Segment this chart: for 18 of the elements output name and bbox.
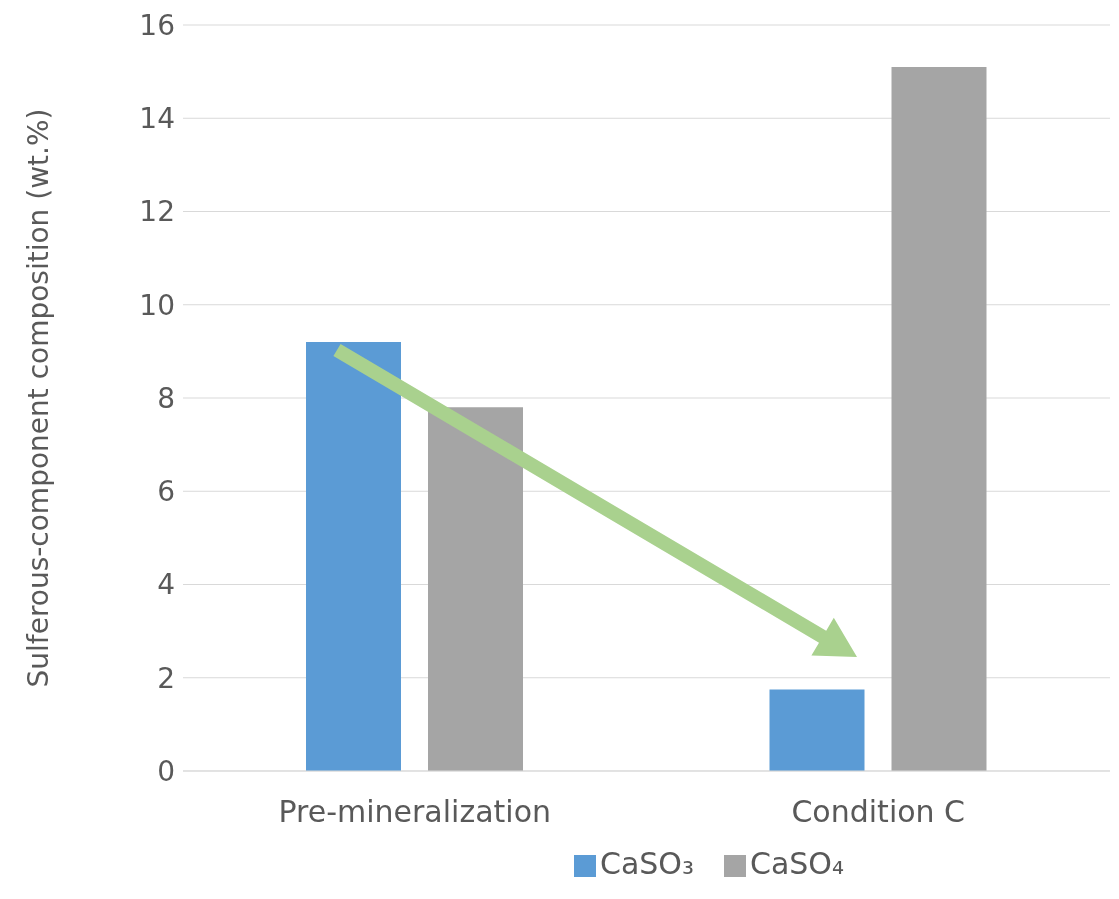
bar: [891, 66, 987, 771]
y-tick-label: 14: [139, 102, 175, 136]
x-tick-label: Pre-mineralization: [278, 794, 552, 830]
y-tick-label: 6: [157, 475, 175, 509]
y-tick-label: 10: [139, 288, 175, 322]
y-tick-label: 8: [157, 381, 175, 415]
x-tick-label: Condition C: [791, 794, 966, 830]
y-tick-label: 2: [157, 661, 175, 695]
y-tick-label: 16: [139, 8, 175, 42]
y-axis-title: Sulferous-component composition (wt.%): [21, 108, 55, 688]
y-tick-label: 4: [157, 568, 175, 602]
y-tick-label: 0: [157, 754, 175, 788]
legend-label: CaSO₃: [599, 846, 694, 881]
bar: [428, 407, 523, 771]
bar: [306, 342, 401, 771]
y-tick-label: 12: [139, 195, 175, 229]
legend-label: CaSO₄: [750, 846, 845, 881]
bar: [769, 689, 865, 771]
